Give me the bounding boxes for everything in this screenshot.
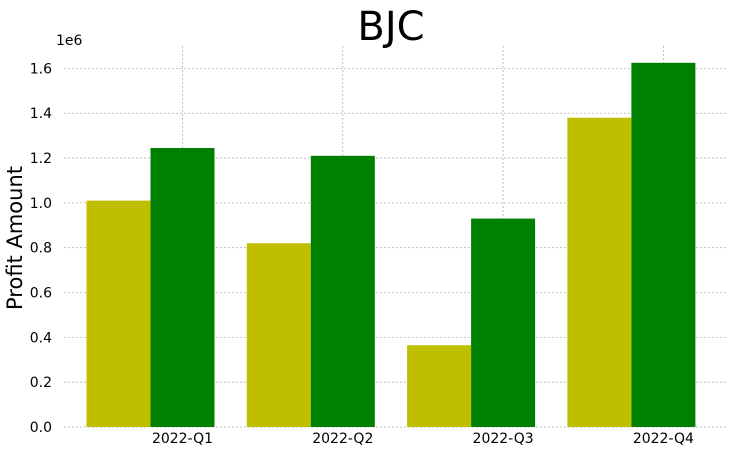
bar-series-2-2022-q3 xyxy=(471,218,536,427)
y-tick-label: 1.6 xyxy=(30,61,52,77)
chart-title: BJC xyxy=(357,4,424,50)
bar-series-1-2022-q3 xyxy=(407,345,472,427)
y-tick-label: 0.4 xyxy=(30,330,52,346)
bar-series-2-2022-q1 xyxy=(150,147,215,428)
y-tick-label: 0.0 xyxy=(30,420,52,436)
y-tick-label: 1.4 xyxy=(30,106,52,122)
y-tick-labels: 0.0 0.2 0.4 0.6 0.8 1.0 1.2 1.4 1.6 xyxy=(30,61,52,436)
bar-series-2-2022-q4 xyxy=(631,62,696,427)
x-tick-label: 2022-Q2 xyxy=(312,431,373,447)
bar-series-1-2022-q1 xyxy=(86,200,151,427)
y-tick-label: 1.2 xyxy=(30,151,52,167)
bar-series-2-2022-q2 xyxy=(310,155,375,428)
y-axis-offset-label: 1e6 xyxy=(56,33,83,49)
x-tick-label: 2022-Q1 xyxy=(152,431,213,447)
y-tick-label: 0.2 xyxy=(30,375,52,391)
bar-series-1-2022-q4 xyxy=(567,117,632,427)
y-tick-label: 0.8 xyxy=(30,241,52,257)
y-axis-label: Profit Amount xyxy=(3,166,27,310)
bars xyxy=(86,62,696,428)
x-tick-labels: 2022-Q1 2022-Q2 2022-Q3 2022-Q4 xyxy=(152,431,694,447)
y-tick-label: 1.0 xyxy=(30,196,52,212)
x-tick-label: 2022-Q4 xyxy=(633,431,694,447)
y-tick-label: 0.6 xyxy=(30,286,52,302)
x-tick-label: 2022-Q3 xyxy=(473,431,534,447)
bar-series-1-2022-q2 xyxy=(246,243,311,427)
